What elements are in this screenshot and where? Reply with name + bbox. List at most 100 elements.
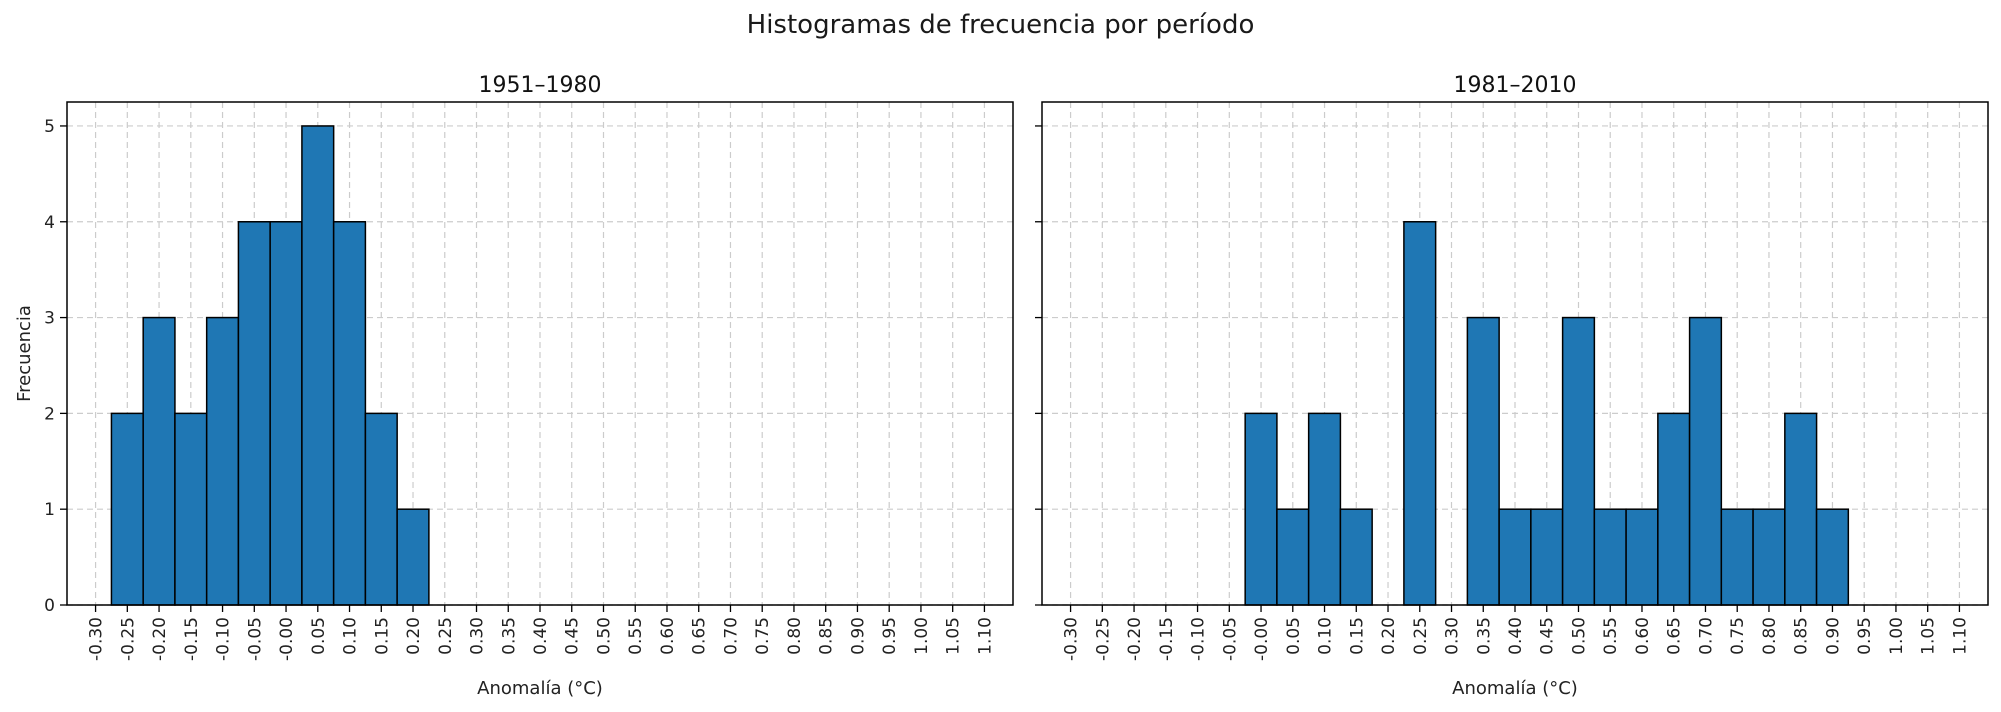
- histogram-bar: [1339, 508, 1373, 606]
- x-tick-label: 0.70: [1696, 617, 1716, 655]
- x-tick-label: 0.05: [309, 617, 329, 655]
- y-tick-label: 4: [44, 213, 55, 233]
- histogram-bar: [1688, 316, 1723, 606]
- x-tick-label: 1.10: [1950, 617, 1970, 655]
- histogram-bar: [1498, 508, 1532, 606]
- x-tick-label: -0.30: [87, 617, 107, 661]
- histogram-bar: [174, 412, 208, 606]
- x-tick-label: 0.95: [1855, 617, 1875, 655]
- histogram-bar: [1720, 508, 1754, 606]
- x-tick-label: 0.15: [372, 617, 392, 655]
- histogram-bar: [1561, 316, 1596, 606]
- x-tick-label: 0.80: [1760, 617, 1780, 655]
- x-tick-label: -0.00: [277, 617, 297, 661]
- histogram-bar: [1784, 412, 1818, 606]
- x-tick-label: 0.40: [1506, 617, 1526, 655]
- x-tick-label: 0.20: [404, 617, 424, 655]
- histogram-bar: [205, 316, 240, 606]
- histogram-bar: [110, 412, 144, 606]
- histogram-bar: [1625, 508, 1659, 606]
- y-tick-label: 2: [44, 404, 55, 424]
- x-tick-label: 0.10: [341, 617, 361, 655]
- x-tick-label: 0.25: [436, 617, 456, 655]
- x-tick-label: -0.30: [1062, 617, 1082, 661]
- x-tick-label: 0.55: [626, 617, 646, 655]
- histogram-bar: [1657, 412, 1691, 606]
- x-tick-label: -0.05: [245, 617, 265, 661]
- x-tick-label: 0.45: [563, 617, 583, 655]
- histogram-bar: [1403, 221, 1437, 606]
- x-tick-label: 0.75: [753, 617, 773, 655]
- x-tick-label: 0.95: [880, 617, 900, 655]
- x-tick-label: -0.15: [182, 617, 202, 661]
- x-tick-label: 0.65: [1665, 617, 1685, 655]
- histogram-bar: [1276, 508, 1310, 606]
- x-tick-label: 0.45: [1538, 617, 1558, 655]
- histogram-bar: [1466, 316, 1500, 606]
- y-tick-label: 5: [44, 117, 55, 137]
- x-tick-label: 0.60: [658, 617, 678, 655]
- histogram-bar: [1307, 412, 1342, 606]
- x-tick-label: 0.90: [1823, 617, 1843, 655]
- x-tick-label: 0.10: [1316, 617, 1336, 655]
- x-tick-label: 0.20: [1379, 617, 1399, 655]
- x-tick-label: 0.05: [1284, 617, 1304, 655]
- x-tick-label: -0.15: [1157, 617, 1177, 661]
- x-tick-label: -0.25: [118, 617, 138, 661]
- x-tick-label: 1.00: [1887, 617, 1907, 655]
- x-tick-label: 1.10: [975, 617, 995, 655]
- x-tick-label: 0.40: [531, 617, 551, 655]
- x-tick-label: -0.00: [1252, 617, 1272, 661]
- panel-title: 1951–1980: [479, 73, 602, 98]
- panel-title: 1981–2010: [1454, 73, 1577, 98]
- x-tick-label: 0.55: [1601, 617, 1621, 655]
- histogram-bar: [1244, 412, 1278, 606]
- figure-title: Histogramas de frecuencia por período: [746, 10, 1255, 40]
- x-tick-label: 0.50: [594, 617, 614, 655]
- x-tick-label: 0.80: [785, 617, 805, 655]
- x-tick-label: 0.75: [1728, 617, 1748, 655]
- histogram-bar: [1593, 508, 1627, 606]
- x-tick-label: -0.05: [1220, 617, 1240, 661]
- histogram-bar: [142, 316, 176, 606]
- x-tick-label: 0.30: [1443, 617, 1463, 655]
- x-tick-label: 0.85: [1792, 617, 1812, 655]
- histogram-bar: [301, 125, 335, 606]
- x-tick-label: 0.60: [1633, 617, 1653, 655]
- histogram-bar: [396, 508, 430, 606]
- x-tick-label: 0.35: [499, 617, 519, 655]
- x-tick-label: -0.25: [1093, 617, 1113, 661]
- x-tick-label: 0.50: [1569, 617, 1589, 655]
- histogram-bar: [1752, 508, 1786, 606]
- x-tick-label: 0.25: [1411, 617, 1431, 655]
- y-tick-label: 0: [44, 596, 55, 616]
- x-tick-label: 0.35: [1474, 617, 1494, 655]
- x-axis-title: Anomalía (°C): [477, 678, 603, 699]
- y-axis-title: Frecuencia: [14, 305, 35, 402]
- x-tick-label: 0.85: [817, 617, 837, 655]
- histogram-bar: [364, 412, 398, 606]
- x-axis-title: Anomalía (°C): [1452, 678, 1578, 699]
- x-tick-label: 1.05: [1919, 617, 1939, 655]
- x-tick-label: -0.20: [150, 617, 170, 661]
- x-tick-label: 0.70: [721, 617, 741, 655]
- x-tick-label: -0.20: [1125, 617, 1145, 661]
- x-tick-label: 0.15: [1347, 617, 1367, 655]
- x-tick-label: 1.05: [944, 617, 964, 655]
- histogram-bar: [237, 221, 271, 606]
- y-tick-label: 3: [44, 309, 55, 329]
- histogram-bar: [332, 221, 367, 606]
- x-tick-label: -0.10: [214, 617, 234, 661]
- x-tick-label: -0.10: [1189, 617, 1209, 661]
- chart-panel-2: -0.30 -0.25 -0.20 -0.15 -0.10 -0.05 -0.00 0.05 0…: [1035, 73, 1989, 699]
- histogram-bar: [269, 221, 303, 606]
- x-tick-label: 0.65: [690, 617, 710, 655]
- x-tick-label: 0.90: [848, 617, 868, 655]
- y-tick-label: 1: [44, 500, 55, 520]
- x-tick-label: 1.00: [912, 617, 932, 655]
- histogram-bar: [1530, 508, 1564, 606]
- histogram-bar: [1815, 508, 1850, 606]
- chart-panel-1: -0.30 -0.25 -0.20 -0.15 -0.10 -0.05 -0.00 0.05 0…: [14, 73, 1014, 699]
